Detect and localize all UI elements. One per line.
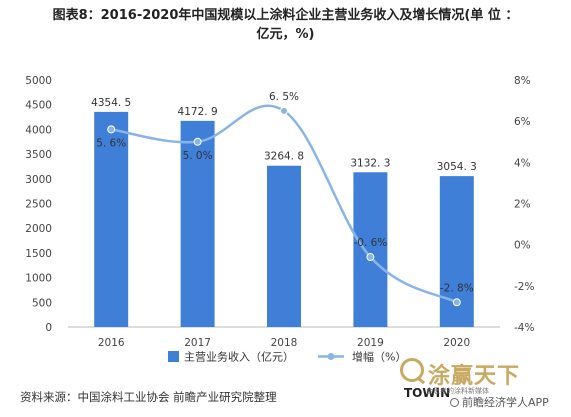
right-tick-label: 2% <box>514 199 531 211</box>
left-tick-label: 4500 <box>25 100 52 112</box>
bar <box>94 111 129 328</box>
bar-value-label: 3054. 3 <box>437 161 477 173</box>
left-tick-label: 1000 <box>25 273 52 285</box>
bar-value-label: 4354. 5 <box>91 97 131 109</box>
right-tick-label: 0% <box>514 240 531 252</box>
source-note: 资料来源：中国涂料工业协会 前瞻产业研究院整理 <box>20 390 277 404</box>
left-tick-label: 0 <box>45 322 52 334</box>
legend-line-label: 增幅（%） <box>352 350 406 364</box>
growth-line <box>111 104 458 304</box>
line-marker <box>193 137 202 146</box>
watermark-app: 前瞻经济学人APP <box>450 394 549 410</box>
right-tick-label: -2% <box>514 281 534 293</box>
line-marker <box>107 125 116 134</box>
line-data-labels: 5. 6% 5. 0% 6. 5% -0. 6% -2. 8% <box>96 91 474 294</box>
watermark-brand: 涂赢天下 <box>428 363 521 389</box>
watermark-towin: TOWIN <box>404 386 451 400</box>
line-value-label: -2. 8% <box>440 282 474 294</box>
bar-series <box>94 111 474 328</box>
left-tick-label: 5000 <box>25 75 52 87</box>
bar-data-labels: 4354. 5 4172. 9 3264. 8 3132. 3 3054. 3 <box>91 97 477 173</box>
left-axis: 0 500 1000 1500 2000 2500 3000 3500 4000 4500 5000 <box>25 75 52 334</box>
left-tick-label: 1500 <box>25 248 52 260</box>
right-tick-label: 8% <box>514 75 531 87</box>
x-axis-ticks: 2016 2017 2018 2019 2020 <box>98 337 470 349</box>
line-value-label: 6. 5% <box>269 91 299 103</box>
chart-title-line2: 亿元，%) <box>256 27 315 42</box>
legend: 主营业务收入（亿元） 增幅（%） <box>168 350 406 364</box>
x-tick-label: 2017 <box>184 337 211 349</box>
line-marker <box>280 106 288 115</box>
legend-bar-label: 主营业务收入（亿元） <box>184 350 294 364</box>
legend-line-marker <box>327 353 335 360</box>
line-value-label: 5. 6% <box>96 137 126 149</box>
bar <box>180 120 215 328</box>
right-axis: -4% -2% 0% 2% 4% 6% 8% <box>514 75 534 334</box>
chart-title: 图表8：2016-2020年中国规模以上涂料企业主营业务收入及增长情况(单 位 … <box>0 6 571 44</box>
x-tick-label: 2016 <box>98 337 125 349</box>
right-tick-label: 6% <box>514 116 531 128</box>
x-tick-label: 2019 <box>357 337 384 349</box>
growth-markers <box>107 106 461 307</box>
right-tick-label: -4% <box>514 322 534 334</box>
left-tick-label: 4000 <box>25 124 52 136</box>
watermark-subtitle: 会思考的涂料新媒体 <box>426 387 489 395</box>
bar-value-label: 3264. 8 <box>264 151 304 163</box>
left-tick-label: 2500 <box>25 199 52 211</box>
bar-value-label: 4172. 9 <box>178 106 218 118</box>
x-tick-label: 2020 <box>443 337 470 349</box>
right-tick-label: 4% <box>514 157 531 169</box>
chart-title-line1: 图表8：2016-2020年中国规模以上涂料企业主营业务收入及增长情况(单 位 … <box>52 8 519 23</box>
left-tick-label: 2000 <box>25 223 52 235</box>
legend-bar-swatch <box>168 351 179 362</box>
left-tick-label: 3500 <box>25 149 52 161</box>
watermark-logo-icon <box>400 358 424 382</box>
bar <box>353 172 388 327</box>
line-marker <box>452 298 461 307</box>
line-value-label: 5. 0% <box>183 150 213 162</box>
left-tick-label: 3000 <box>25 174 52 186</box>
bar-value-label: 3132. 3 <box>350 157 390 169</box>
bar <box>267 165 301 327</box>
line-marker <box>366 253 375 262</box>
left-tick-label: 500 <box>32 297 52 309</box>
line-value-label: -0. 6% <box>353 237 387 249</box>
x-tick-label: 2018 <box>271 337 298 349</box>
